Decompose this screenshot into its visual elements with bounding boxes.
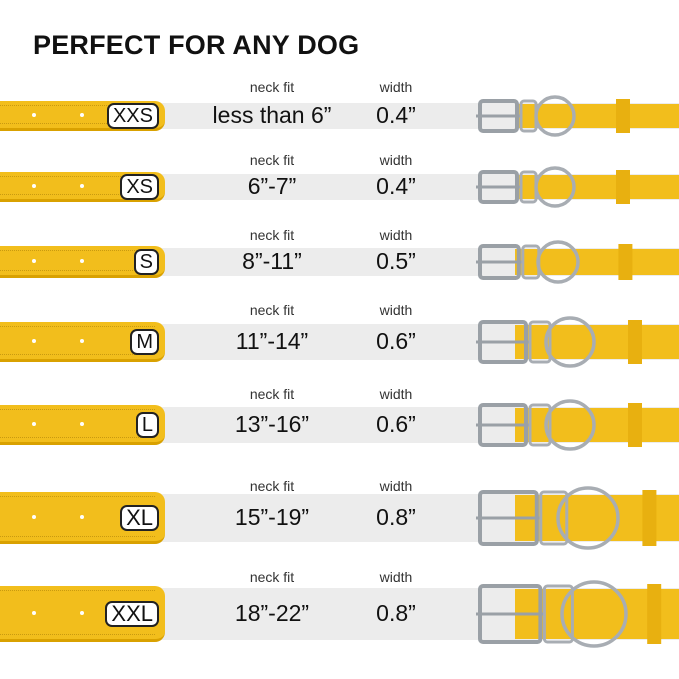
width-value: 0.4” xyxy=(376,102,416,128)
buckle-image xyxy=(476,316,679,368)
width-label: width xyxy=(379,569,413,585)
buckle-image xyxy=(476,580,679,648)
collar-strap-image: XL xyxy=(0,492,165,544)
collar-strap-image: M xyxy=(0,322,165,362)
width-label: width xyxy=(379,386,413,402)
neck-fit-label: neck fit xyxy=(249,569,295,585)
width-label: width xyxy=(379,79,413,95)
neck-fit-value: less than 6” xyxy=(212,102,332,128)
buckle-image xyxy=(476,95,679,137)
width-label: width xyxy=(379,152,413,168)
size-badge: XL xyxy=(120,505,159,531)
buckle-image xyxy=(476,240,679,284)
width-value: 0.6” xyxy=(376,411,416,437)
neck-fit-label: neck fit xyxy=(249,386,295,402)
width-label: width xyxy=(379,227,413,243)
width-value: 0.4” xyxy=(376,173,416,199)
neck-fit-value: 18”-22” xyxy=(234,600,310,626)
neck-fit-label: neck fit xyxy=(249,152,295,168)
neck-fit-value: 8”-11” xyxy=(242,248,302,274)
neck-fit-value: 15”-19” xyxy=(234,504,310,530)
width-label: width xyxy=(379,478,413,494)
neck-fit-label: neck fit xyxy=(249,302,295,318)
neck-fit-value: 6”-7” xyxy=(247,173,297,199)
neck-fit-label: neck fit xyxy=(249,227,295,243)
page-title: PERFECT FOR ANY DOG xyxy=(33,30,360,60)
width-value: 0.5” xyxy=(376,248,416,274)
width-value: 0.8” xyxy=(376,600,416,626)
neck-fit-label: neck fit xyxy=(249,79,295,95)
size-badge: XXS xyxy=(106,103,159,129)
collar-strap-image: XS xyxy=(0,172,165,202)
buckle-image xyxy=(476,166,679,208)
width-value: 0.6” xyxy=(376,328,416,354)
size-badge: M xyxy=(130,329,159,355)
size-badge: XS xyxy=(120,174,159,200)
collar-strap-image: L xyxy=(0,405,165,445)
buckle-image xyxy=(476,399,679,451)
width-value: 0.8” xyxy=(376,504,416,530)
neck-fit-value: 13”-16” xyxy=(234,411,310,437)
collar-strap-image: S xyxy=(0,246,165,278)
buckle-image xyxy=(476,486,679,550)
size-badge: S xyxy=(133,249,159,275)
collar-strap-image: XXL xyxy=(0,586,165,642)
neck-fit-label: neck fit xyxy=(249,478,295,494)
size-badge: XXL xyxy=(105,601,159,627)
collar-strap-image: XXS xyxy=(0,101,165,131)
width-label: width xyxy=(379,302,413,318)
neck-fit-value: 11”-14” xyxy=(235,328,309,354)
size-badge: L xyxy=(135,412,159,438)
